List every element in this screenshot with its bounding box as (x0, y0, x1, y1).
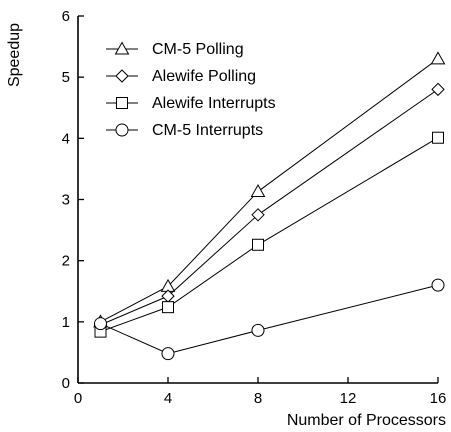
legend-entry: CM-5 Polling (106, 41, 244, 58)
y-tick-label: 5 (62, 69, 70, 86)
legend-label: CM-5 Polling (152, 41, 244, 58)
series-line (100, 88, 439, 326)
y-tick-label: 2 (62, 253, 70, 270)
x-tick-label: 8 (254, 390, 262, 407)
data-point-circle (161, 347, 175, 361)
legend-marker-diamond (115, 69, 129, 83)
y-axis-label: Speedup (6, 23, 23, 87)
series-square (94, 131, 444, 338)
y-tick-label: 3 (62, 192, 70, 209)
series-diamond (93, 82, 445, 332)
y-tick-label: 4 (62, 130, 70, 147)
data-point-circle (431, 278, 445, 292)
data-point-diamond (431, 82, 445, 97)
legend-label: Alewife Polling (152, 68, 256, 85)
data-point-triangle (250, 184, 266, 198)
series-circle (94, 278, 445, 361)
series-layer (93, 51, 446, 361)
legend-label: CM-5 Interrupts (152, 122, 263, 139)
data-point-circle (94, 317, 107, 331)
x-tick-label: 12 (340, 390, 357, 407)
legend-marker-square (116, 97, 128, 109)
legend-marker-triangle (114, 41, 130, 55)
x-tick-label: 4 (164, 390, 172, 407)
legend-marker-circle (115, 123, 129, 137)
data-point-triangle (430, 51, 446, 65)
x-tick-label: 16 (430, 390, 447, 407)
legend: CM-5 Polling Alewife Polling Alewife Inter… (106, 41, 276, 139)
data-point-square (162, 301, 174, 314)
y-tick-label: 6 (62, 8, 70, 25)
legend-label: Alewife Interrupts (152, 95, 276, 112)
legend-entry: CM-5 Interrupts (106, 122, 263, 139)
data-point-diamond (251, 208, 265, 222)
data-point-circle (251, 323, 265, 337)
legend-entry: Alewife Polling (106, 68, 256, 85)
legend-entry: Alewife Interrupts (106, 95, 276, 112)
y-tick-label: 0 (62, 375, 70, 392)
y-tick-label: 1 (62, 314, 70, 331)
x-tick-label: 0 (74, 390, 82, 407)
series-triangle (93, 51, 446, 328)
series-line (100, 284, 439, 355)
series-line (100, 137, 439, 333)
data-point-square (432, 131, 444, 144)
x-axis-label: Number of Processors (287, 412, 446, 429)
data-point-square (252, 238, 264, 251)
series-line (100, 58, 439, 323)
